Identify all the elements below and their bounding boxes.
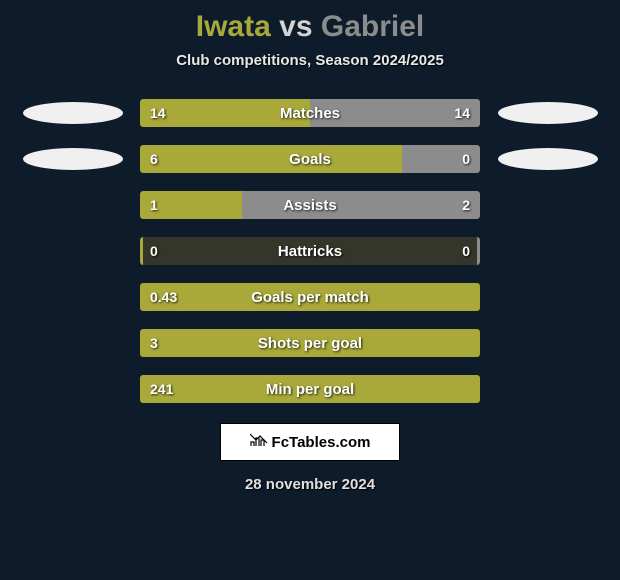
ellipse-icon — [23, 148, 123, 170]
page-title: Iwata vs Gabriel — [0, 10, 620, 44]
stat-row-assists: 1 Assists 2 — [0, 191, 620, 219]
team-badge-right — [495, 191, 600, 219]
stat-value-right: 0 — [462, 237, 470, 265]
player-right-name: Gabriel — [321, 10, 424, 43]
team-badge-left — [20, 99, 125, 127]
team-badge-left — [20, 145, 125, 173]
stat-bar-solo: 3 Shots per goal — [140, 329, 480, 357]
stat-label: Matches — [140, 99, 480, 127]
chart-icon — [250, 433, 268, 451]
stat-value-right: 14 — [454, 99, 470, 127]
stat-bar: 1 Assists 2 — [140, 191, 480, 219]
team-badge-right — [495, 237, 600, 265]
stat-bar: 6 Goals 0 — [140, 145, 480, 173]
fctables-logo[interactable]: FcTables.com — [220, 423, 400, 461]
team-badge-right — [495, 145, 600, 173]
comparison-panel: Iwata vs Gabriel Club competitions, Seas… — [0, 0, 620, 580]
stat-bar-solo: 0.43 Goals per match — [140, 283, 480, 311]
stat-value-right: 0 — [462, 145, 470, 173]
ellipse-icon — [498, 148, 598, 170]
stat-label: Goals per match — [140, 283, 480, 311]
stat-bar: 14 Matches 14 — [140, 99, 480, 127]
ellipse-icon — [498, 102, 598, 124]
team-badge-right — [495, 99, 600, 127]
stat-bar-solo: 241 Min per goal — [140, 375, 480, 403]
subtitle: Club competitions, Season 2024/2025 — [0, 52, 620, 69]
player-left-name: Iwata — [196, 10, 271, 43]
stat-label: Shots per goal — [140, 329, 480, 357]
stat-row-shots-per-goal: 3 Shots per goal — [0, 329, 620, 357]
team-badge-left — [20, 237, 125, 265]
stat-label: Goals — [140, 145, 480, 173]
team-badge-left — [20, 191, 125, 219]
stat-row-hattricks: 0 Hattricks 0 — [0, 237, 620, 265]
stat-row-min-per-goal: 241 Min per goal — [0, 375, 620, 403]
stat-value-right: 2 — [462, 191, 470, 219]
stat-row-matches: 14 Matches 14 — [0, 99, 620, 127]
stat-label: Min per goal — [140, 375, 480, 403]
stat-row-goals-per-match: 0.43 Goals per match — [0, 283, 620, 311]
stat-bar: 0 Hattricks 0 — [140, 237, 480, 265]
date-label: 28 november 2024 — [0, 476, 620, 493]
ellipse-icon — [23, 102, 123, 124]
stat-row-goals: 6 Goals 0 — [0, 145, 620, 173]
title-vs: vs — [279, 10, 312, 43]
logo-text: FcTables.com — [272, 434, 371, 451]
stat-label: Hattricks — [140, 237, 480, 265]
stat-label: Assists — [140, 191, 480, 219]
